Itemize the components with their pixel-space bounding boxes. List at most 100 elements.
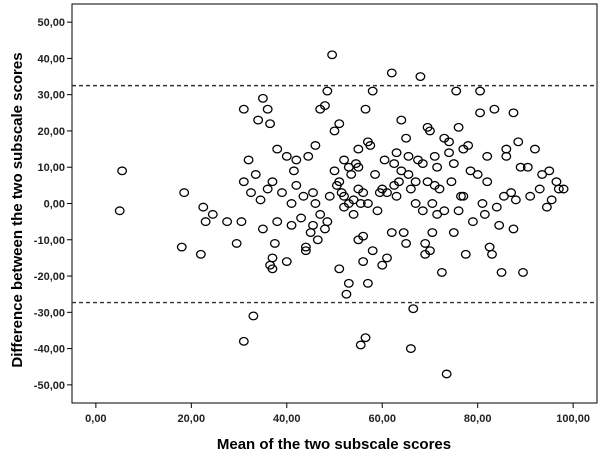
scatter-point	[389, 159, 400, 169]
scatter-point	[355, 199, 366, 208]
scatter-point	[475, 108, 486, 118]
scatter-point	[417, 206, 428, 216]
scatter-point	[391, 191, 402, 201]
y-axis: -50,00 -40,00 -30,00 -20,00 -10,00 0,00 10,00 2…	[34, 17, 72, 392]
scatter-point	[262, 104, 273, 114]
y-tick-label: -30,00	[34, 307, 65, 319]
scatter-point	[396, 115, 407, 125]
scatter-point	[272, 144, 283, 154]
scatter-point	[358, 231, 369, 241]
x-tick-label: 100,00	[556, 413, 590, 425]
scatter-point	[346, 170, 357, 179]
scatter-point	[312, 235, 323, 245]
scatter-point	[315, 209, 326, 219]
y-tick-label: 40,00	[37, 53, 65, 65]
scatter-point	[362, 278, 373, 288]
scatter-point	[558, 184, 569, 194]
scatter-point	[508, 224, 519, 234]
x-tick-label: 0,00	[85, 413, 106, 425]
scatter-point	[453, 206, 464, 216]
scatter-point	[460, 249, 471, 259]
scatter-point	[353, 162, 364, 172]
scatter-point	[446, 177, 457, 187]
scatter-point	[236, 217, 247, 227]
scatter-point	[308, 220, 318, 230]
scatter-point	[334, 119, 345, 129]
scatter-point	[277, 188, 287, 198]
scatter-point	[281, 151, 292, 161]
scatter-point	[472, 170, 483, 179]
plot-area	[71, 3, 598, 404]
scatter-point	[401, 238, 412, 248]
scatter-point	[262, 184, 273, 194]
scatter-point	[269, 238, 280, 248]
scatter-point	[382, 188, 392, 198]
scatter-point	[286, 220, 297, 230]
scatter-point	[541, 202, 552, 212]
scatter-point	[489, 104, 500, 114]
scatter-point	[339, 155, 349, 165]
scatter-point	[444, 148, 454, 158]
scatter-point	[238, 336, 249, 346]
scatter-point	[367, 86, 378, 96]
scatter-point	[405, 344, 416, 354]
scatter-point	[288, 166, 299, 176]
scatter-point	[324, 191, 335, 201]
scatter-point	[360, 333, 371, 343]
x-tick-label: 40,00	[273, 413, 301, 425]
scatter-point	[403, 151, 414, 161]
y-tick-label: 20,00	[37, 126, 65, 138]
scatter-point	[334, 264, 345, 274]
scatter-point	[513, 137, 524, 147]
scatter-point	[272, 217, 283, 227]
scatter-point	[379, 155, 390, 165]
scatter-point	[425, 126, 435, 136]
scatter-point	[300, 246, 311, 256]
scatter-point	[510, 195, 521, 205]
scatter-point	[250, 170, 261, 179]
scatter-point	[360, 104, 371, 114]
scatter-point	[477, 199, 488, 208]
scatter-point	[401, 133, 412, 143]
scatter-point	[320, 101, 330, 111]
scatter-point	[508, 108, 519, 118]
scatter-point	[246, 188, 256, 198]
scatter-point	[417, 159, 428, 169]
scatter-point	[243, 155, 254, 165]
scatter-point	[518, 267, 528, 277]
scatter-point	[534, 184, 545, 194]
scatter-point	[506, 188, 517, 198]
scatter-point	[553, 184, 564, 194]
scatter-point	[432, 162, 443, 172]
scatter-point	[231, 238, 242, 248]
x-axis-title: Mean of the two subscale scores	[217, 436, 451, 453]
data-points	[114, 50, 569, 379]
scatter-point	[501, 144, 512, 154]
scatter-point	[179, 188, 190, 198]
scatter-point	[257, 93, 268, 103]
scatter-point	[494, 220, 505, 230]
scatter-point	[207, 209, 218, 219]
x-axis: 0,00 20,00 40,00 60,00 80,00 100,00	[85, 403, 590, 425]
scatter-point	[439, 206, 450, 216]
y-tick-label: -10,00	[34, 235, 65, 247]
scatter-point	[458, 191, 469, 201]
scatter-point	[117, 166, 128, 176]
scatter-point	[408, 304, 419, 314]
scatter-point	[491, 202, 502, 212]
scatter-point	[453, 122, 464, 132]
scatter-point	[410, 177, 421, 187]
scatter-point	[298, 191, 309, 201]
scatter-point	[372, 206, 383, 216]
scatter-point	[425, 246, 435, 256]
y-tick-label: -20,00	[34, 271, 65, 283]
scatter-point	[300, 242, 311, 252]
scatter-point	[382, 253, 392, 263]
scatter-point	[479, 209, 490, 219]
scatter-point	[358, 188, 369, 198]
scatter-point	[415, 72, 426, 81]
y-tick-label: -50,00	[34, 380, 65, 392]
y-tick-label: -40,00	[34, 344, 65, 356]
scatter-point	[114, 206, 125, 216]
scatter-point	[286, 199, 297, 208]
